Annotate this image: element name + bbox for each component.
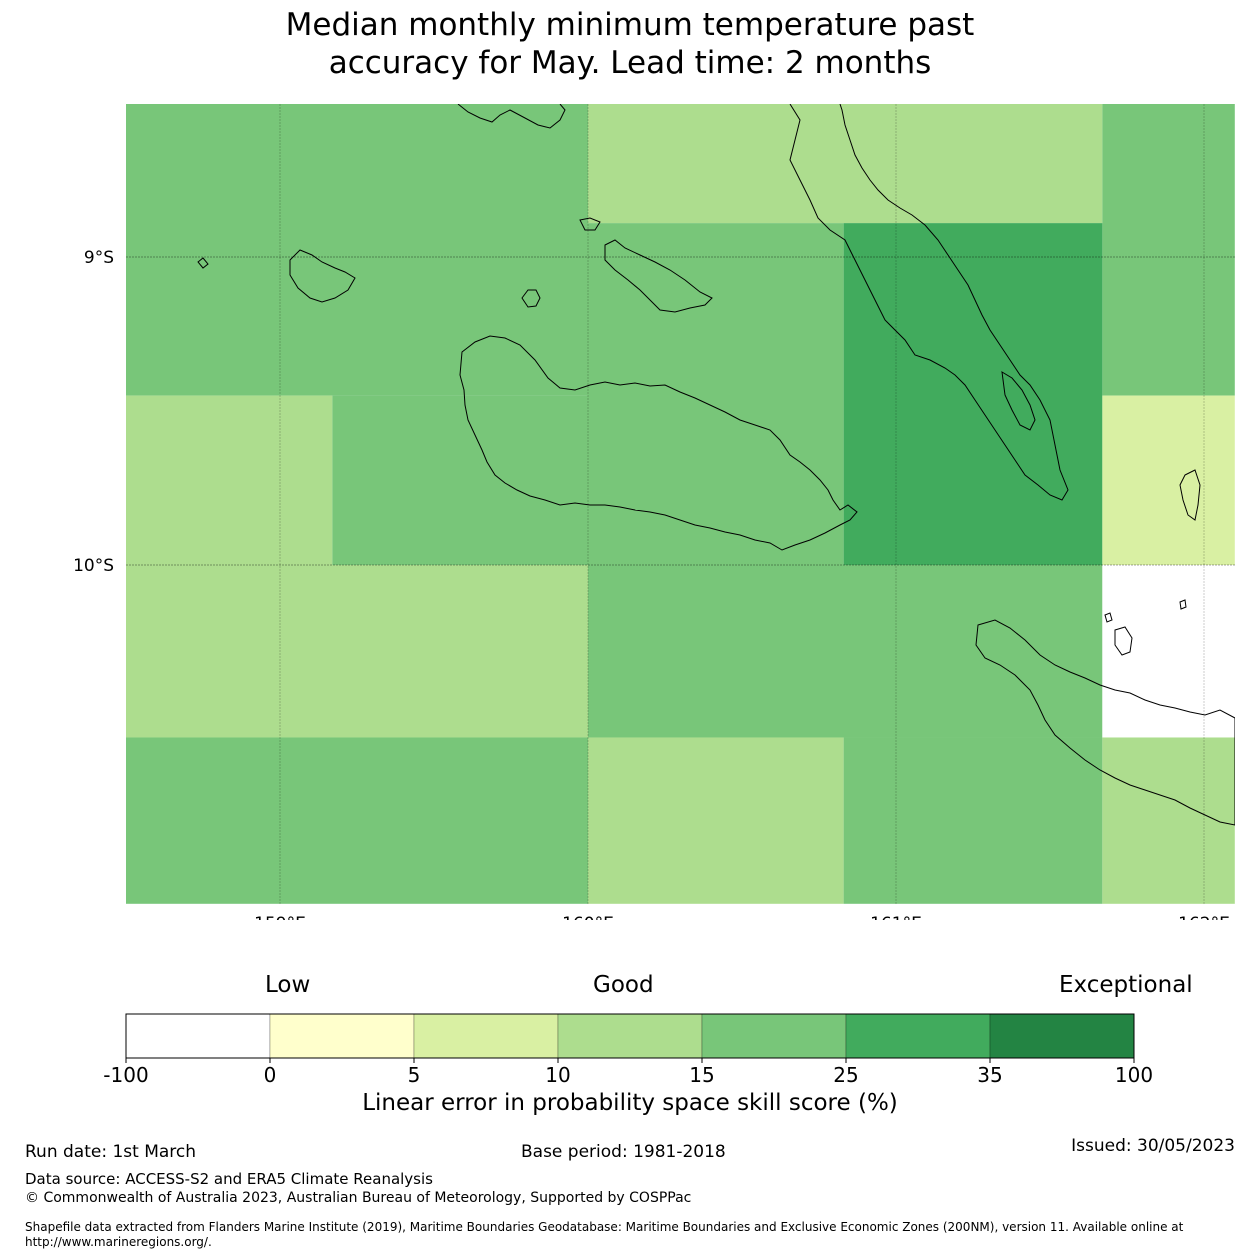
colorbar-label-low: Low — [265, 972, 311, 998]
shapefile-credit-line-1: Shapefile data extracted from Flanders M… — [25, 1220, 1184, 1234]
skill-cell-11 — [126, 737, 588, 904]
skill-cell-2 — [1102, 104, 1235, 396]
colorbar-segments — [125, 1013, 1135, 1059]
skill-cell-6 — [332, 395, 588, 565]
skill-cell-14 — [1102, 737, 1235, 904]
skill-cell-1 — [588, 104, 1103, 224]
run-date: Run date: 1st March — [25, 1142, 197, 1162]
data-source: Data source: ACCESS-S2 and ERA5 Climate … — [25, 1170, 433, 1188]
graticule — [126, 104, 1235, 904]
colorbar-tick-label: 100 — [1115, 1063, 1153, 1087]
skill-map: 159°E 160°E 161°E 162°E 9°S 10°S — [73, 104, 1235, 920]
coastline-ulawa — [1179, 469, 1201, 521]
issued-date: Issued: 30/05/2023 — [1071, 1136, 1235, 1156]
colorbar-segment-0 — [125, 1013, 271, 1059]
skill-cell-13 — [843, 737, 1103, 904]
coastline-guadalcanal — [459, 335, 858, 551]
lat-tick-label: 10°S — [73, 556, 114, 576]
coastline-savo — [521, 289, 541, 308]
coastlines — [197, 104, 1235, 826]
skill-grid — [126, 104, 1235, 904]
coastline-russell-islands — [289, 249, 356, 303]
coastline-north-islands — [457, 104, 566, 129]
colorbar-ticks: -100 0 5 10 15 25 35 100 — [103, 1058, 1153, 1087]
colorbar-label-good: Good — [593, 972, 654, 998]
shapefile-credit-line-2: http://www.marineregions.org/. — [25, 1235, 212, 1249]
skill-cell-0 — [126, 104, 588, 396]
shapefile-credit: Shapefile data extracted from Flanders M… — [25, 1220, 1245, 1250]
colorbar-segment-5 — [845, 1013, 991, 1059]
chart-title-line-2: accuracy for May. Lead time: 2 months — [328, 45, 932, 81]
coastline-ugi — [1114, 626, 1133, 656]
base-period: Base period: 1981-2018 — [521, 1142, 726, 1162]
coastline-small-islet-3 — [1104, 612, 1113, 623]
colorbar-tick-label: 0 — [264, 1063, 277, 1087]
coastline-makira — [975, 619, 1235, 826]
lon-tick-label: 159°E — [254, 914, 306, 920]
colorbar-title: Linear error in probability space skill … — [362, 1090, 898, 1116]
skill-cell-8 — [126, 565, 588, 738]
chart-title: Median monthly minimum temperature past … — [0, 6, 1260, 82]
colorbar-outline — [125, 1013, 1135, 1059]
coastline-florida-islands — [604, 239, 713, 313]
copyright: © Commonwealth of Australia 2023, Austra… — [25, 1190, 692, 1206]
skill-cell-7 — [1102, 395, 1235, 565]
lon-tick-label: 161°E — [870, 914, 922, 920]
colorbar-tick-label: 5 — [408, 1063, 421, 1087]
coastline-malaita — [789, 104, 1069, 501]
skill-cell-9 — [588, 565, 1103, 738]
coastline-small-islet-1 — [197, 257, 209, 269]
map-tick-labels: 159°E 160°E 161°E 162°E 9°S 10°S — [73, 248, 1230, 920]
colorbar-tick-label: 10 — [545, 1063, 570, 1087]
lat-tick-label: 9°S — [84, 248, 114, 268]
coastline-small-islet-4 — [1179, 599, 1187, 610]
colorbar-tick-label: 15 — [689, 1063, 714, 1087]
colorbar-segment-2 — [413, 1013, 559, 1059]
colorbar-segment-6 — [989, 1013, 1135, 1059]
coastline-small-malaita — [1001, 371, 1036, 431]
colorbar-label-exceptional: Exceptional — [1059, 972, 1193, 998]
chart-title-line-1: Median monthly minimum temperature past — [285, 7, 975, 43]
lon-tick-label: 162°E — [1178, 914, 1230, 920]
lon-tick-label: 160°E — [562, 914, 614, 920]
skill-cell-3 — [588, 223, 844, 565]
skill-cell-10 — [1102, 565, 1235, 738]
skill-cell-5 — [126, 395, 333, 565]
colorbar-tick-label: 25 — [833, 1063, 858, 1087]
coastline-small-islet-2 — [579, 217, 601, 231]
skill-cell-4 — [843, 223, 1103, 565]
colorbar-segment-3 — [557, 1013, 703, 1059]
colorbar-segment-1 — [269, 1013, 415, 1059]
colorbar-segment-4 — [701, 1013, 847, 1059]
colorbar-tick-label: -100 — [103, 1063, 148, 1087]
colorbar: -100 0 5 10 15 25 35 100 — [103, 1013, 1153, 1087]
skill-cell-12 — [588, 737, 844, 904]
colorbar-tick-label: 35 — [977, 1063, 1002, 1087]
